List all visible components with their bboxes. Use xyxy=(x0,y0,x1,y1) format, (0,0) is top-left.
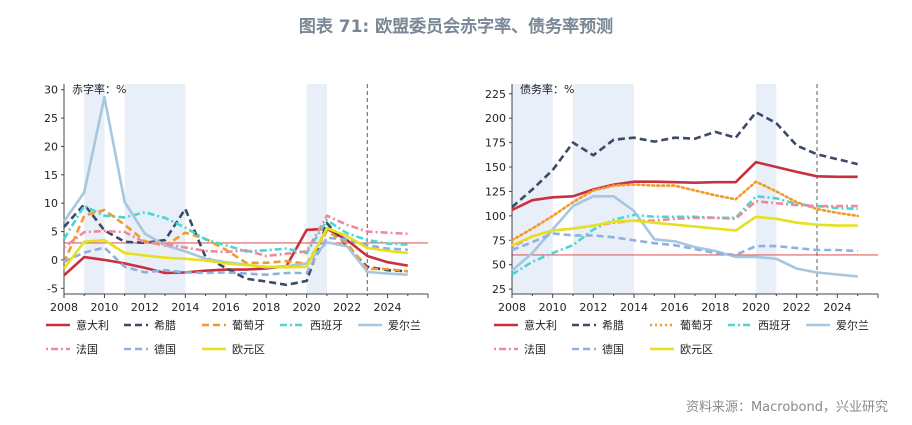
y-tick-label: 25 xyxy=(44,112,58,125)
x-tick-label: 2008 xyxy=(50,301,78,314)
y-tick-label: 200 xyxy=(485,112,506,125)
legend-label: 欧元区 xyxy=(232,343,265,356)
x-tick-label: 2012 xyxy=(131,301,159,314)
axis-annotation: 赤字率：% xyxy=(72,82,126,96)
x-tick-label: 2008 xyxy=(498,301,526,314)
legend-label: 法国 xyxy=(76,342,98,356)
y-tick-label: 5 xyxy=(51,226,58,239)
y-tick-label: 0 xyxy=(51,254,58,267)
y-tick-label: 225 xyxy=(485,88,506,101)
series-line-西班牙 xyxy=(511,195,858,276)
figure-title: 图表 71: 欧盟委员会赤字率、债务率预测 xyxy=(298,17,614,37)
chart-1: -5 0 5 10 15 20 25 30 2008 2010 2012 2014 2016 2018 20… xyxy=(44,82,429,356)
series-line-意大利 xyxy=(511,160,858,212)
axis-annotation: 债务率：% xyxy=(520,82,574,96)
y-tick-label: 125 xyxy=(485,185,506,198)
x-tick-label: 2022 xyxy=(783,301,811,314)
x-tick-label: 2012 xyxy=(579,301,607,314)
legend-label: 德国 xyxy=(154,342,176,356)
legend-label: 希腊 xyxy=(154,318,176,332)
series-line-意大利 xyxy=(63,227,409,277)
y-tick-label: 50 xyxy=(492,259,506,272)
series-line-希腊 xyxy=(511,111,859,209)
legend-label: 西班牙 xyxy=(758,319,791,332)
series-line-欧元区 xyxy=(62,226,408,270)
legend-label: 葡萄牙 xyxy=(232,319,265,332)
x-tick-label: 2014 xyxy=(620,301,648,314)
legend-label: 德国 xyxy=(602,342,624,356)
shaded-band xyxy=(756,84,777,294)
legend-label: 欧元区 xyxy=(680,343,713,356)
legend-label: 葡萄牙 xyxy=(680,319,713,332)
y-tick-label: 20 xyxy=(44,140,58,153)
y-tick-label: 175 xyxy=(485,137,506,150)
legend-label: 西班牙 xyxy=(310,319,343,332)
legend-label: 意大利 xyxy=(524,318,557,332)
series-line-德国 xyxy=(511,232,858,257)
x-tick-label: 2018 xyxy=(701,301,729,314)
x-tick-label: 2024 xyxy=(374,301,402,314)
y-tick-label: 15 xyxy=(44,169,58,182)
y-tick-label: 30 xyxy=(44,84,58,97)
x-tick-label: 2016 xyxy=(212,301,240,314)
x-tick-label: 2016 xyxy=(661,301,689,314)
series-line-欧元区 xyxy=(511,215,858,247)
series-line-法国 xyxy=(63,214,408,258)
series-line-德国 xyxy=(63,236,408,277)
legend-label: 意大利 xyxy=(76,318,109,332)
x-tick-label: 2010 xyxy=(90,301,118,314)
shaded-band xyxy=(124,84,186,294)
y-tick-label: 75 xyxy=(492,234,506,247)
y-tick-label: 150 xyxy=(485,161,506,174)
legend-label: 爱尔兰 xyxy=(388,319,421,332)
x-tick-label: 2010 xyxy=(539,301,567,314)
x-tick-label: 2020 xyxy=(293,301,321,314)
chart-2: 25 50 75 100 125 150 175 200 225 2008 2010 2012 2014… xyxy=(485,82,879,356)
y-tick-label: 25 xyxy=(492,283,506,296)
x-tick-label: 2022 xyxy=(333,301,361,314)
series-line-葡萄牙 xyxy=(62,208,408,273)
y-tick-label: 100 xyxy=(485,210,506,223)
y-tick-label: 10 xyxy=(44,197,58,210)
source-note: 资料来源：Macrobond，兴业研究 xyxy=(685,400,888,415)
series-line-爱尔兰 xyxy=(511,195,858,278)
x-tick-label: 2014 xyxy=(171,301,199,314)
x-tick-label: 2020 xyxy=(742,301,770,314)
legend-label: 爱尔兰 xyxy=(836,319,869,332)
legend-label: 法国 xyxy=(524,342,546,356)
series-line-葡萄牙 xyxy=(510,180,860,242)
series-line-希腊 xyxy=(63,203,408,287)
x-tick-label: 2018 xyxy=(252,301,280,314)
x-tick-label: 2024 xyxy=(823,301,851,314)
legend-label: 希腊 xyxy=(602,318,624,332)
series-line-西班牙 xyxy=(62,204,408,255)
y-tick-label: -5 xyxy=(47,282,58,295)
